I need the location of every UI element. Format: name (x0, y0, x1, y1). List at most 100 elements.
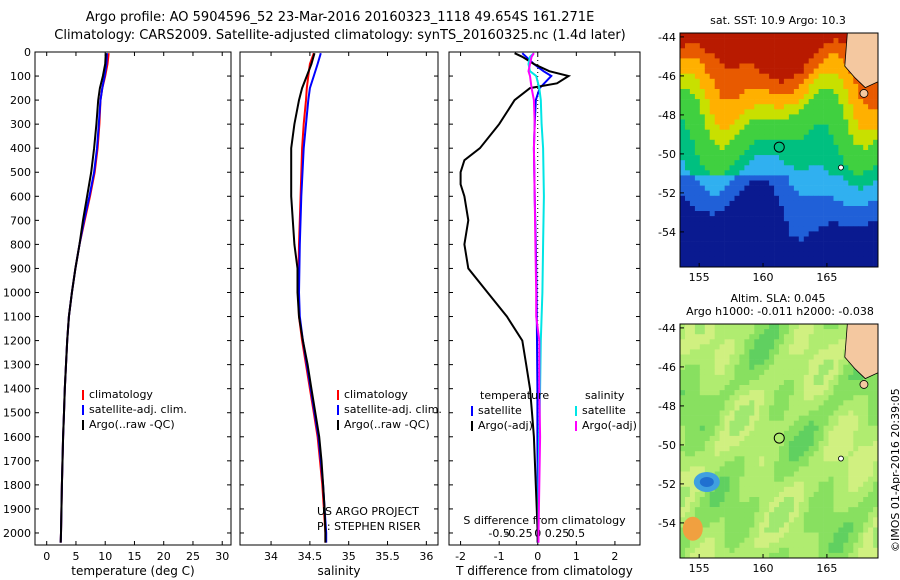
map-cell (868, 502, 874, 508)
map-cell (853, 216, 859, 222)
map-cell (838, 430, 844, 437)
map-cell (833, 430, 839, 437)
map-cell (769, 497, 775, 503)
map-cell (848, 89, 854, 95)
map-cell (769, 385, 775, 391)
map-cell (724, 491, 730, 498)
map-cell (749, 119, 755, 125)
map-cell (769, 134, 775, 141)
map-cell (873, 441, 879, 447)
map-cell (823, 33, 829, 39)
map-cell (858, 435, 864, 442)
map-cell (873, 425, 879, 432)
map-cell (744, 502, 750, 508)
map-cell (813, 144, 819, 151)
map-cell (739, 542, 745, 549)
map-cell (754, 246, 760, 253)
map-lat-label: -52 (658, 478, 676, 491)
map-cell (680, 324, 686, 330)
map-cell (808, 415, 814, 421)
map-cell (724, 359, 730, 365)
map-cell (779, 405, 785, 411)
map-cell (689, 78, 696, 85)
map-cell (783, 99, 790, 105)
map-cell (833, 329, 839, 335)
map-cell (694, 48, 701, 54)
map-cell (744, 190, 750, 197)
map-cell (868, 144, 874, 151)
map-cell (714, 359, 720, 365)
map-cell (843, 547, 849, 554)
map-cell (744, 144, 750, 151)
map-cell (774, 385, 780, 391)
map-cell (858, 517, 864, 523)
map-cell (798, 486, 805, 493)
map-cell (828, 420, 834, 427)
map-cell (744, 374, 750, 381)
map-cell (709, 124, 715, 130)
map-cell (704, 33, 711, 39)
map-cell (779, 491, 785, 498)
map-cell (764, 124, 770, 130)
map-cell (848, 129, 854, 136)
map-cell (764, 53, 770, 59)
map-cell (694, 507, 701, 513)
map-cell (764, 435, 770, 442)
map-cell (853, 430, 859, 437)
map-cell (803, 109, 810, 115)
map-cell (848, 552, 854, 559)
map-cell (828, 206, 834, 212)
map-cell (694, 165, 701, 171)
map-cell (764, 385, 770, 391)
map-cell (798, 497, 805, 503)
map-cell (798, 471, 805, 477)
map-cell (783, 430, 790, 437)
map-cell (754, 446, 760, 452)
map-cell (823, 435, 829, 442)
map-cell (724, 420, 730, 427)
map-cell (680, 461, 686, 467)
map-cell (868, 200, 874, 207)
map-cell (739, 420, 745, 427)
map-cell (868, 410, 874, 416)
map-cell (793, 114, 800, 120)
map-cell (689, 256, 696, 263)
map-cell (709, 339, 715, 345)
map-cell (699, 129, 706, 136)
map-cell (779, 261, 785, 268)
map-cell (843, 532, 849, 538)
map-cell (709, 415, 715, 421)
map-cell (714, 195, 720, 202)
map-cell (699, 329, 706, 335)
map-cell (680, 68, 686, 74)
map-cell (694, 236, 701, 242)
map-cell (719, 165, 725, 171)
map-cell (838, 53, 844, 59)
map-cell (788, 339, 795, 345)
map-cell (808, 390, 814, 396)
map-cell (833, 497, 839, 503)
map-cell (798, 114, 805, 120)
map-cell (685, 354, 691, 360)
map-cell (694, 124, 701, 130)
map-cell (808, 507, 814, 513)
map-cell (813, 221, 819, 227)
map-cell (788, 241, 795, 247)
map-cell (843, 129, 849, 136)
map-cell (764, 109, 770, 115)
map-cell (828, 547, 834, 554)
map-cell (734, 456, 740, 462)
map-cell (808, 165, 814, 171)
map-cell (754, 226, 760, 232)
map-cell (848, 236, 854, 242)
map-cell (729, 99, 735, 105)
map-cell (749, 185, 755, 191)
map-cell (808, 109, 814, 115)
map-cell (739, 261, 745, 268)
map-cell (858, 256, 864, 263)
map-cell (803, 446, 810, 452)
map-cell (724, 324, 730, 330)
map-cell (798, 83, 805, 90)
map-cell (699, 446, 706, 452)
map-cell (813, 374, 819, 381)
